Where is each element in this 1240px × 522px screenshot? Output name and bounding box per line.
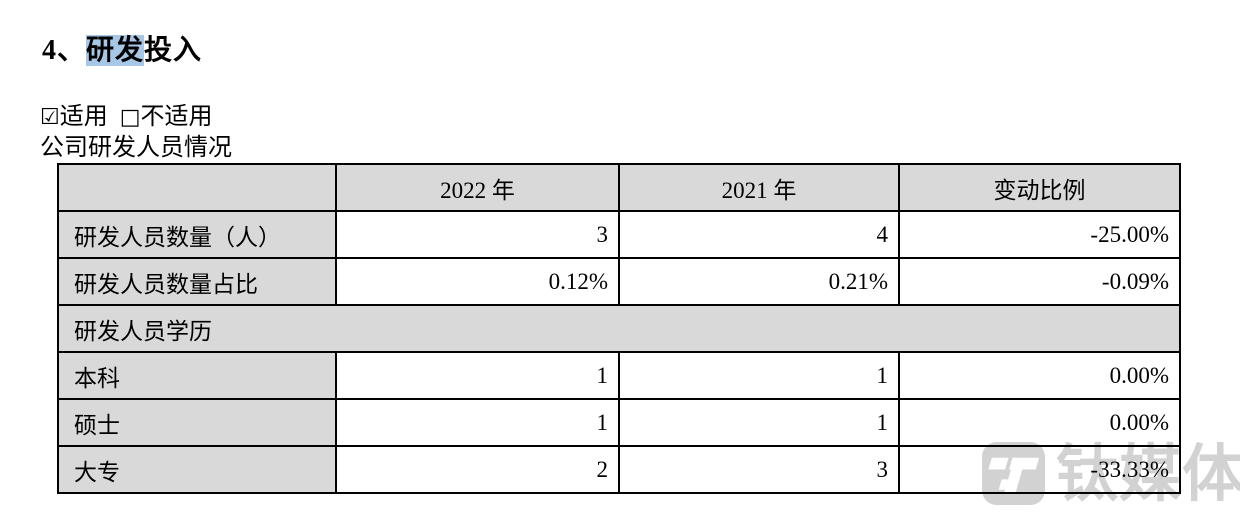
value-change: 0.00% — [898, 398, 1181, 447]
row-label: 研发人员数量占比 — [57, 257, 337, 306]
rd-personnel-table: 2022 年 2021 年 变动比例 研发人员数量（人） 3 4 -25.00%… — [57, 163, 1181, 494]
table-row-bachelor: 本科 1 1 0.00% — [57, 351, 1181, 400]
value-2021: 0.21% — [618, 257, 900, 306]
value-change: -33.33% — [898, 445, 1181, 494]
value-2022: 2 — [335, 445, 620, 494]
row-label: 硕士 — [57, 398, 337, 447]
table-caption: 公司研发人员情况 — [40, 135, 232, 161]
value-2021: 3 — [618, 445, 900, 494]
table-row-master: 硕士 1 1 0.00% — [57, 398, 1181, 447]
row-label: 研发人员数量（人） — [57, 210, 337, 259]
value-2021: 4 — [618, 210, 900, 259]
table-section-row: 研发人员学历 — [57, 304, 1181, 353]
header-2021: 2021 年 — [618, 163, 900, 212]
applicability-line: ☑适用 □不适用 — [40, 96, 213, 131]
header-blank-cell — [57, 163, 337, 212]
heading-number: 4、 — [42, 35, 87, 66]
value-change: -0.09% — [898, 257, 1181, 306]
value-2021: 1 — [618, 398, 900, 447]
heading-highlighted-text: 研发 — [86, 35, 145, 66]
row-label: 大专 — [57, 445, 337, 494]
table-row-headcount-ratio: 研发人员数量占比 0.12% 0.21% -0.09% — [57, 257, 1181, 306]
value-2021: 1 — [618, 351, 900, 400]
header-change-ratio: 变动比例 — [898, 163, 1181, 212]
value-2022: 1 — [335, 398, 620, 447]
value-2022: 3 — [335, 210, 620, 259]
checked-checkbox-icon: ☑ — [40, 105, 60, 130]
table-row-headcount: 研发人员数量（人） 3 4 -25.00% — [57, 210, 1181, 259]
row-label: 本科 — [57, 351, 337, 400]
value-2022: 0.12% — [335, 257, 620, 306]
not-applicable-label: 不适用 — [140, 104, 213, 130]
education-section-label: 研发人员学历 — [57, 304, 1181, 353]
value-change: 0.00% — [898, 351, 1181, 400]
header-2022: 2022 年 — [335, 163, 620, 212]
section-heading: 4、研发投入 — [42, 28, 202, 68]
table-header-row: 2022 年 2021 年 变动比例 — [57, 163, 1181, 212]
table-row-associate: 大专 2 3 -33.33% — [57, 445, 1181, 494]
unchecked-checkbox-icon: □ — [119, 105, 141, 130]
value-change: -25.00% — [898, 210, 1181, 259]
applicable-label: 适用 — [59, 104, 108, 130]
value-2022: 1 — [335, 351, 620, 400]
heading-rest: 投入 — [144, 35, 203, 66]
